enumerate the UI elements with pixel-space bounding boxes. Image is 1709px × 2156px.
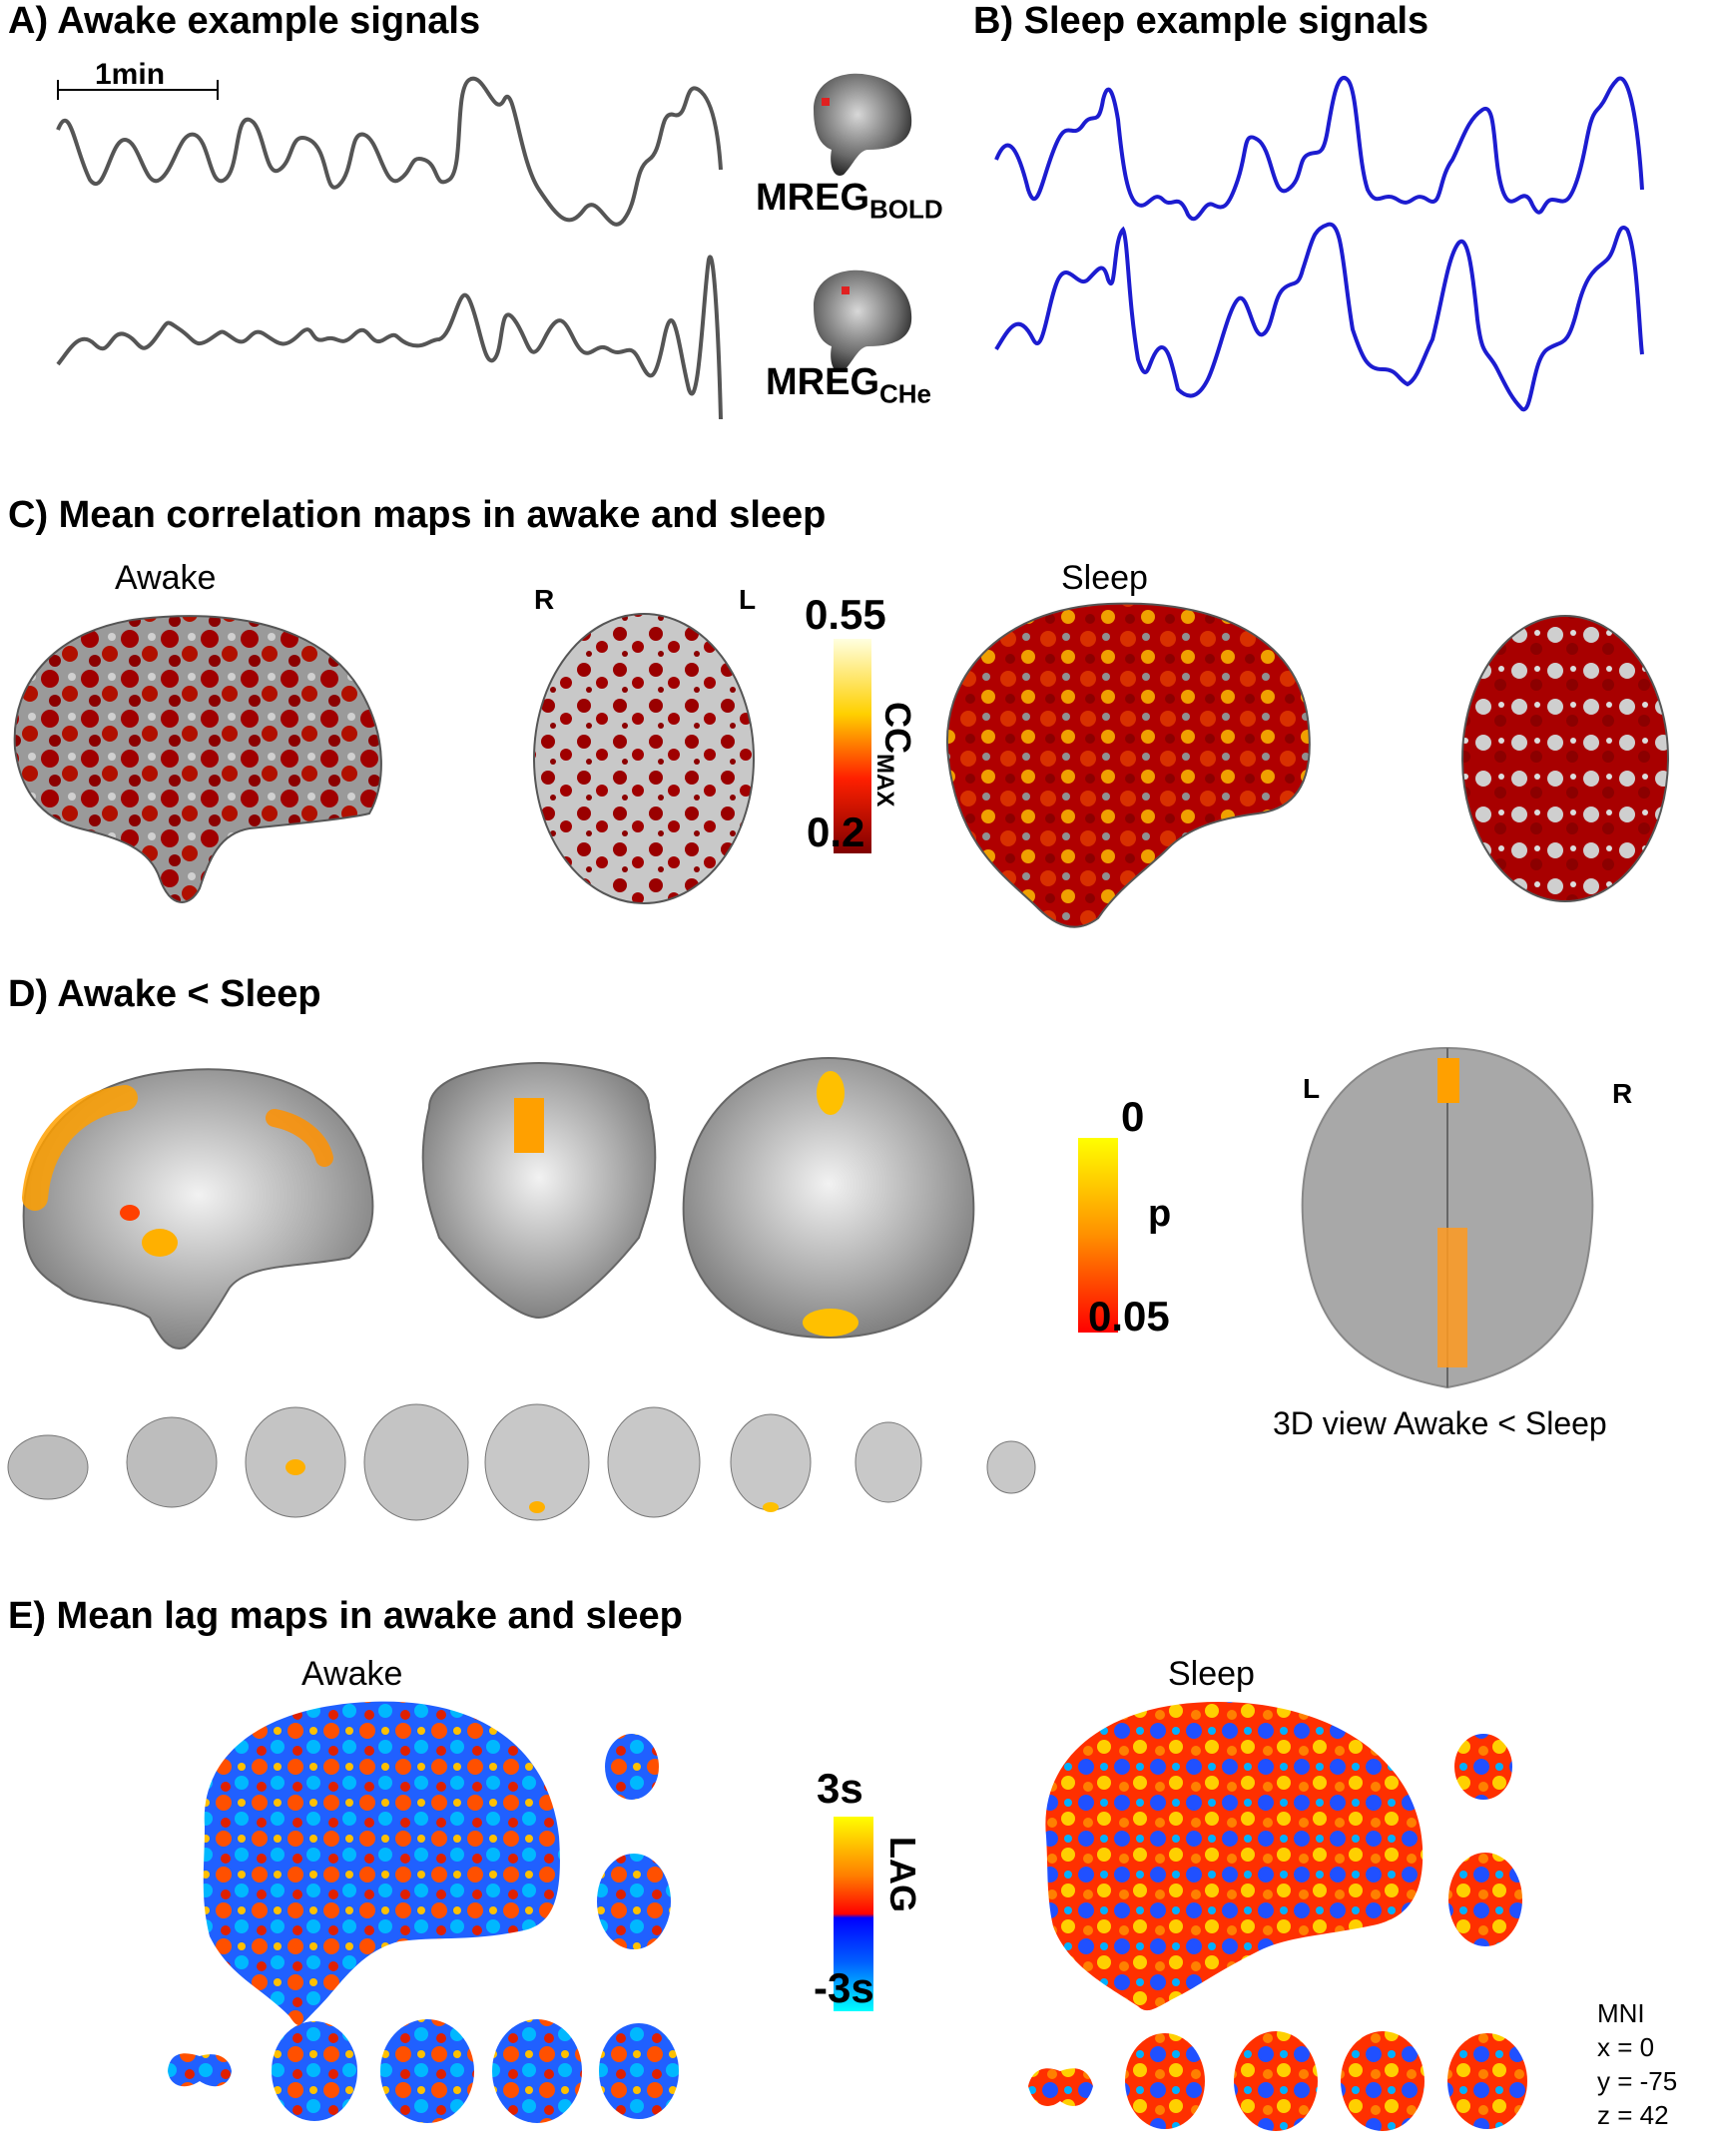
- panel-c-left-label: L: [739, 584, 757, 615]
- cc-colorbar-label: CCMAX: [870, 702, 918, 808]
- awake-signal-traces: [56, 76, 723, 420]
- time-scale-label: 1min: [95, 58, 166, 91]
- panel-d-title: D) Awake < Sleep: [8, 973, 321, 1015]
- panel-e-lag-maps: [168, 1701, 1527, 2131]
- panel-c-brain-maps: [13, 602, 1669, 928]
- awake-bold-trace: [56, 76, 723, 227]
- panel-c-awake-label: Awake: [115, 559, 217, 597]
- p-colorbar-min: 0.05: [1088, 1293, 1170, 1340]
- awake-che-trace: [56, 255, 723, 420]
- p-colorbar-max: 0: [1121, 1093, 1145, 1140]
- panel-d-right-label: R: [1612, 1078, 1633, 1109]
- mni-y: y = -75: [1597, 2066, 1678, 2096]
- sleep-che-trace: [994, 222, 1644, 412]
- panel-d-axial-montage: [7, 1403, 1036, 1521]
- p-colorbar: [1078, 1138, 1118, 1333]
- lag-colorbar: [834, 1817, 873, 2011]
- mni-z: z = 42: [1597, 2100, 1669, 2130]
- mni-x: x = 0: [1597, 2032, 1655, 2062]
- brain-roi-icon-che: [814, 270, 912, 372]
- panel-d-left-label: L: [1303, 1073, 1321, 1104]
- time-scale-bar: [57, 80, 219, 100]
- panel-e-awake-label: Awake: [301, 1655, 403, 1693]
- awake-lag-sagittal: [203, 1701, 560, 2025]
- panel-c-sleep-label: Sleep: [1061, 559, 1148, 597]
- sleep-bold-trace: [994, 76, 1644, 222]
- lag-colorbar-label: LAG: [882, 1837, 923, 1912]
- awake-axial-map: [533, 613, 755, 904]
- panel-d-brain-maps: [22, 1046, 1594, 1389]
- sleep-signal-traces: [994, 76, 1644, 412]
- mreg-che-label: MREGCHe: [766, 361, 932, 409]
- panel-a-title: A) Awake example signals: [8, 0, 481, 42]
- sleep-axial-map: [1461, 615, 1669, 902]
- brain-roi-icon-bold: [814, 73, 912, 176]
- lag-colorbar-max: 3s: [817, 1765, 863, 1812]
- mreg-bold-subscript: BOLD: [869, 194, 943, 225]
- d-coronal-slice: [421, 1061, 657, 1320]
- cc-colorbar-max: 0.55: [805, 591, 886, 638]
- mni-title: MNI: [1597, 1998, 1645, 2028]
- p-colorbar-label: p: [1148, 1193, 1172, 1235]
- cc-colorbar: [834, 639, 871, 853]
- d-axial-slice: [682, 1056, 975, 1340]
- panel-c-right-label: R: [534, 584, 555, 615]
- cc-colorbar-min: 0.2: [807, 808, 865, 855]
- lag-colorbar-min: -3s: [814, 1964, 874, 2011]
- awake-sagittal-map: [13, 615, 382, 903]
- panel-e-sleep-label: Sleep: [1168, 1655, 1255, 1693]
- sleep-lag-sagittal: [1045, 1702, 1424, 2011]
- panel-d-3d-caption: 3D view Awake < Sleep: [1273, 1405, 1607, 1441]
- panel-c-title: C) Mean correlation maps in awake and sl…: [8, 494, 827, 536]
- mreg-che-subscript: CHe: [879, 378, 932, 409]
- sleep-sagittal-map: [945, 602, 1311, 928]
- panel-b-title: B) Sleep example signals: [973, 0, 1429, 42]
- d-sagittal-slice: [22, 1068, 374, 1349]
- panel-e-title: E) Mean lag maps in awake and sleep: [8, 1595, 683, 1637]
- mni-coordinates: MNI x = 0 y = -75 z = 42: [1597, 1996, 1677, 2132]
- mreg-bold-label: MREGBOLD: [756, 177, 943, 225]
- cc-colorbar-label-sub: MAX: [870, 754, 898, 808]
